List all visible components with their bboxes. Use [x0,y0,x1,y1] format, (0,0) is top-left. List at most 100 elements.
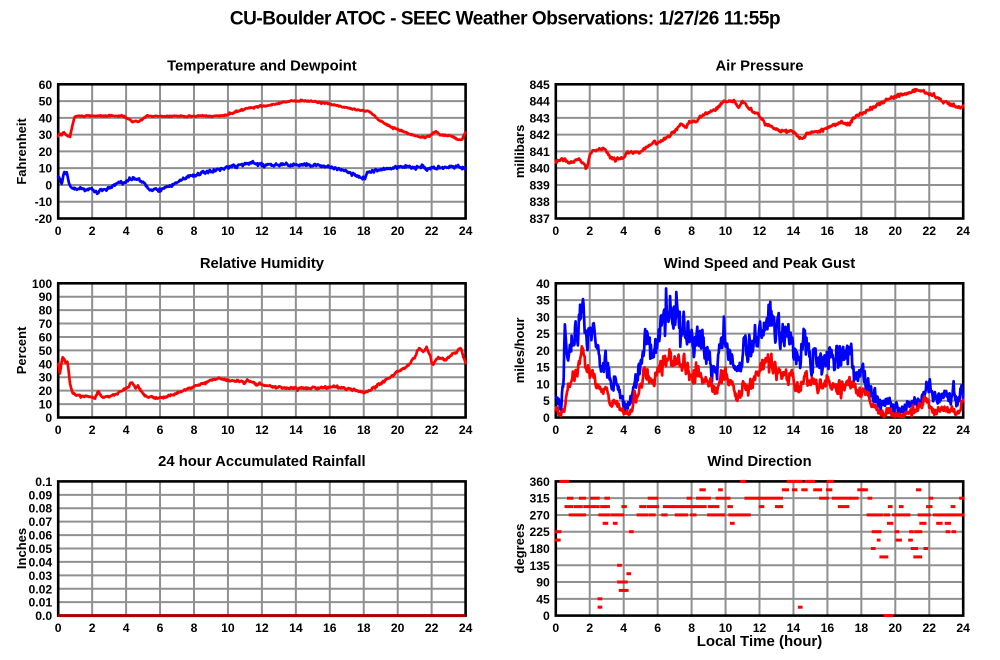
svg-text:20: 20 [889,423,903,437]
svg-text:10: 10 [221,224,235,238]
svg-text:40: 40 [39,357,53,371]
svg-text:8: 8 [191,621,198,635]
svg-text:2: 2 [89,224,96,238]
svg-text:0.03: 0.03 [28,569,52,583]
svg-text:0: 0 [552,224,559,238]
svg-text:0.0: 0.0 [35,609,52,623]
svg-text:4: 4 [620,224,627,238]
svg-text:10: 10 [719,621,733,635]
svg-text:Relative Humidity: Relative Humidity [200,256,325,272]
svg-text:14: 14 [787,621,801,635]
svg-text:60: 60 [39,78,53,92]
svg-text:8: 8 [688,224,695,238]
svg-text:0.1: 0.1 [35,475,52,489]
svg-text:4: 4 [123,423,130,437]
svg-text:6: 6 [157,224,164,238]
svg-text:6: 6 [654,224,661,238]
svg-text:20: 20 [391,423,405,437]
svg-text:18: 18 [855,423,869,437]
svg-text:24: 24 [459,224,473,238]
svg-text:50: 50 [39,344,53,358]
svg-text:24: 24 [459,621,473,635]
svg-text:840: 840 [529,162,550,176]
svg-text:22: 22 [425,621,439,635]
svg-text:8: 8 [688,423,695,437]
svg-text:22: 22 [922,224,936,238]
svg-text:180: 180 [529,542,550,556]
svg-text:24: 24 [956,423,970,437]
svg-text:14: 14 [289,423,303,437]
svg-text:18: 18 [357,224,371,238]
svg-text:837: 837 [529,212,550,226]
svg-text:20: 20 [391,224,405,238]
svg-text:12: 12 [255,224,269,238]
svg-text:22: 22 [425,224,439,238]
svg-text:20: 20 [536,344,550,358]
svg-text:16: 16 [323,224,337,238]
svg-text:2: 2 [586,621,593,635]
svg-text:15: 15 [536,361,550,375]
svg-text:20: 20 [889,621,903,635]
svg-text:0.07: 0.07 [28,515,52,529]
svg-text:0.08: 0.08 [28,502,52,516]
svg-text:12: 12 [753,224,767,238]
svg-text:30: 30 [536,310,550,324]
svg-text:4: 4 [123,621,130,635]
svg-text:10: 10 [221,423,235,437]
svg-text:24: 24 [459,423,473,437]
svg-text:Air Pressure: Air Pressure [715,59,803,75]
svg-text:845: 845 [529,78,550,92]
svg-text:10: 10 [39,398,53,412]
svg-text:18: 18 [855,621,869,635]
svg-text:4: 4 [123,224,130,238]
svg-text:20: 20 [39,384,53,398]
svg-text:360: 360 [529,475,550,489]
svg-text:844: 844 [529,95,550,109]
svg-text:90: 90 [39,290,53,304]
svg-text:14: 14 [289,621,303,635]
svg-text:6: 6 [654,423,661,437]
svg-text:4: 4 [620,621,627,635]
svg-text:315: 315 [529,492,550,506]
svg-text:0: 0 [552,423,559,437]
svg-text:2: 2 [586,423,593,437]
svg-text:30: 30 [39,128,53,142]
svg-text:10: 10 [719,224,733,238]
svg-text:16: 16 [821,224,835,238]
svg-text:Wind Speed and Peak Gust: Wind Speed and Peak Gust [664,256,856,272]
svg-text:0.06: 0.06 [28,529,52,543]
svg-text:0: 0 [55,224,62,238]
svg-text:0: 0 [552,621,559,635]
svg-text:6: 6 [654,621,661,635]
svg-text:10: 10 [39,162,53,176]
svg-text:45: 45 [536,592,550,606]
svg-text:8: 8 [191,224,198,238]
svg-text:-20: -20 [35,212,53,226]
svg-text:miles/hour: miles/hour [512,318,527,384]
svg-text:20: 20 [39,145,53,159]
svg-text:Temperature and Dewpoint: Temperature and Dewpoint [167,59,357,75]
svg-text:18: 18 [855,224,869,238]
svg-text:14: 14 [787,423,801,437]
svg-text:50: 50 [39,95,53,109]
svg-text:18: 18 [357,423,371,437]
svg-text:35: 35 [536,294,550,308]
svg-text:12: 12 [255,621,269,635]
svg-text:270: 270 [529,508,550,522]
svg-text:0: 0 [55,423,62,437]
svg-text:70: 70 [39,317,53,331]
svg-text:8: 8 [191,423,198,437]
svg-text:Inches: Inches [14,528,29,569]
svg-text:0: 0 [55,621,62,635]
svg-text:8: 8 [688,621,695,635]
svg-text:millibars: millibars [512,125,527,178]
svg-text:40: 40 [536,277,550,291]
svg-text:Fahrenheit: Fahrenheit [14,118,29,185]
svg-text:60: 60 [39,330,53,344]
svg-text:10: 10 [536,377,550,391]
svg-text:20: 20 [889,224,903,238]
svg-text:839: 839 [529,178,550,192]
svg-text:22: 22 [922,423,936,437]
svg-text:838: 838 [529,195,550,209]
svg-text:225: 225 [529,525,550,539]
